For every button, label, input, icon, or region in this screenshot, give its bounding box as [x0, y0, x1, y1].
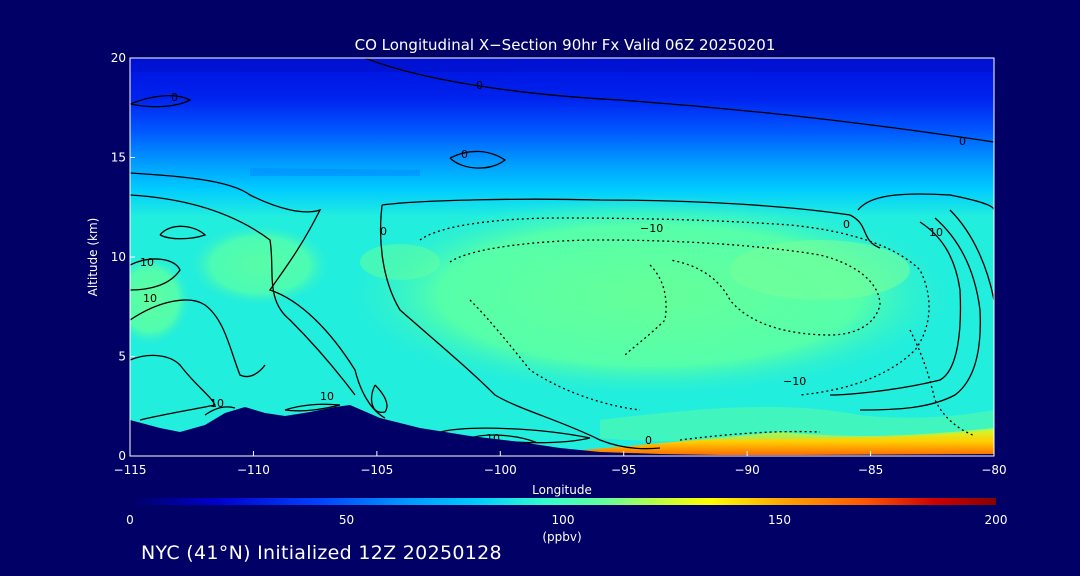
colorbar	[130, 498, 996, 505]
negative-contours	[419, 217, 976, 441]
contour-label: 10	[210, 397, 224, 410]
colorbar-unit-label: (ppbv)	[542, 530, 581, 544]
contour-label: 0	[380, 225, 387, 238]
contour-label: 0	[476, 79, 483, 92]
x-tick-label: −80	[981, 463, 1006, 477]
contour-label: 0	[171, 91, 178, 104]
colorbar-tick-label: 50	[339, 513, 354, 527]
x-axis-label: Longitude	[532, 483, 592, 497]
contour-label: 10	[140, 256, 154, 269]
chart-title: CO Longitudinal X−Section 90hr Fx Valid …	[355, 36, 776, 54]
contour-label: −10	[783, 375, 806, 388]
y-tick-label: 0	[118, 449, 126, 463]
contour-label: −10	[640, 222, 663, 235]
terrain-mask	[130, 405, 994, 456]
contour-label: 10	[143, 292, 157, 305]
y-axis: 0 5 10 15 20	[111, 51, 135, 463]
x-tick-label: −105	[360, 463, 393, 477]
contour-label: 0	[959, 135, 966, 148]
x-tick-label: −95	[611, 463, 636, 477]
contour-label: 0	[461, 148, 468, 161]
y-axis-label: Altitude (km)	[86, 218, 100, 297]
y-tick-label: 20	[111, 51, 126, 65]
colorbar-ticks: 0 50 100 150 200	[126, 513, 1007, 527]
colorbar-tick-label: 100	[552, 513, 575, 527]
contour-label: 0	[645, 434, 652, 447]
x-tick-label: −115	[114, 463, 147, 477]
co-concentration-field: 0 0 0 0 0 −10 10 10 10 10 10 −10 0 0 10	[130, 58, 994, 456]
x-axis: −115 −110 −105 −100 −95 −90 −85 −80	[114, 451, 1007, 477]
initialization-footer: NYC (41°N) Initialized 12Z 20250128	[141, 542, 502, 564]
contour-label: 0	[843, 218, 850, 231]
x-tick-label: −100	[484, 463, 517, 477]
y-tick-label: 15	[111, 151, 126, 165]
colorbar-tick-label: 150	[768, 513, 791, 527]
y-tick-label: 5	[118, 350, 126, 364]
x-tick-label: −85	[858, 463, 883, 477]
colorbar-tick-label: 200	[985, 513, 1008, 527]
contour-label-group: 0 0 0 0 0 −10 10 10 10 10 10 −10 0 0 10	[140, 79, 966, 447]
contour-lines	[130, 58, 994, 450]
contour-label: 10	[320, 390, 334, 403]
x-tick-label: −90	[734, 463, 759, 477]
y-tick-label: 10	[111, 250, 126, 264]
colorbar-tick-label: 0	[126, 513, 134, 527]
contour-label: 10	[929, 226, 943, 239]
x-tick-label: −110	[237, 463, 270, 477]
